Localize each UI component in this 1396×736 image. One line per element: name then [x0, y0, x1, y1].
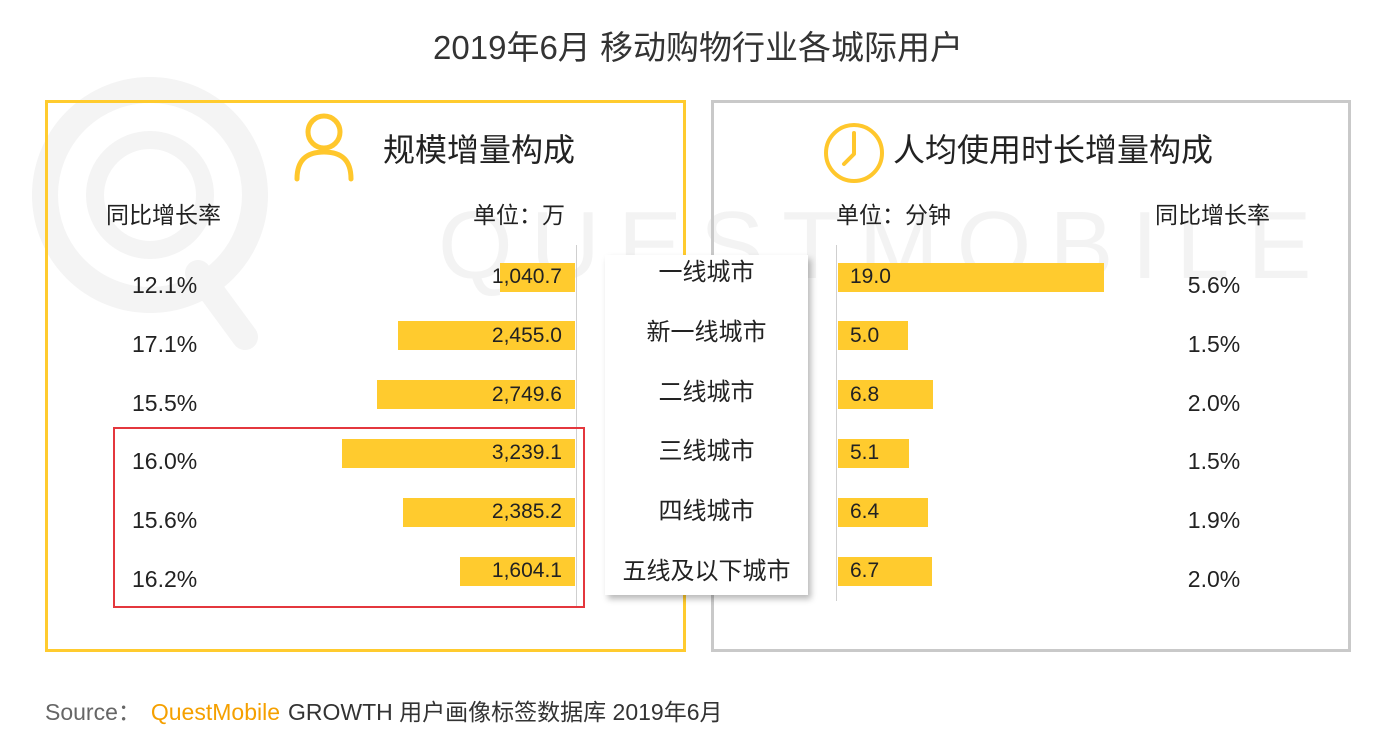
page-title: 2019年6月 移动购物行业各城际用户 [433, 29, 963, 66]
left-bar-value-label: 1,040.7 [491, 265, 562, 288]
right-growth-rate: 1.5% [1187, 448, 1241, 475]
left-bar-value-label: 1,604.1 [491, 559, 562, 582]
category-label: 三线城市 [658, 438, 755, 466]
right-growth-rate: 5.6% [1187, 272, 1241, 298]
source-line: Source： QuestMobile GROWTH 用户画像标签数据库 2019年… [45, 696, 723, 728]
left-growth-rate: 12.1% [132, 272, 198, 298]
right-growth-rate: 2.0% [1187, 389, 1241, 416]
left-bar [342, 438, 575, 468]
right-bar-value-label: 6.8 [850, 382, 880, 406]
left-bar [500, 262, 575, 292]
highlight-box [113, 427, 585, 608]
category-label: 二线城市 [658, 378, 755, 406]
left-growth-rate: 15.6% [132, 507, 198, 534]
left-bar [398, 321, 575, 351]
category-label: 新一线城市 [646, 318, 767, 346]
right-bar [838, 438, 910, 468]
right-panel-heading: 人均使用时长增量构成 [893, 132, 1214, 168]
left-unit-label: 单位：万 [473, 202, 565, 228]
left-panel-heading: 规模增量构成 [383, 132, 576, 168]
category-label: 一线城市 [658, 259, 755, 286]
left-growth-rate: 16.2% [132, 566, 198, 592]
left-bar [377, 380, 575, 410]
right-bar-value-label: 5.0 [850, 323, 880, 347]
category-label: 四线城市 [658, 498, 755, 526]
right-bar [838, 262, 1104, 292]
left-growth-rate: 16.0% [132, 448, 198, 475]
right-bar-value-label: 5.1 [850, 441, 880, 465]
left-bar-value-label: 3,239.1 [491, 441, 562, 465]
right-axis-line [836, 245, 837, 601]
category-card: 一线城市新一线城市二线城市三线城市四线城市五线及以下城市 [605, 255, 808, 595]
right-growth-rate: 1.9% [1187, 507, 1241, 534]
left-bar-value-label: 2,749.6 [491, 382, 562, 406]
person-icon [294, 113, 354, 182]
clock-icon [824, 123, 884, 183]
left-bar [403, 497, 575, 527]
left-bar-value-label: 2,455.0 [491, 323, 562, 347]
right-bar [838, 556, 932, 586]
right-bar-value-label: 6.4 [850, 500, 880, 524]
left-growth-rate: 15.5% [132, 389, 198, 416]
left-growth-rate: 17.1% [132, 330, 198, 357]
right-bar [838, 380, 934, 410]
left-bar-value-label: 2,385.2 [491, 500, 562, 524]
right-growth-header: 同比增长率 [1155, 202, 1270, 228]
right-bar-value-label: 6.7 [850, 559, 880, 582]
source-label: Source： [45, 699, 141, 725]
right-bar [838, 497, 928, 527]
left-bar [459, 556, 575, 586]
source-brand: QuestMobile [150, 699, 280, 725]
category-label: 五线及以下城市 [622, 558, 791, 585]
left-axis-line [576, 245, 577, 606]
right-bar-value-label: 19.0 [850, 265, 891, 288]
right-unit-label: 单位：分钟 [836, 202, 951, 228]
right-growth-rate: 2.0% [1187, 566, 1241, 592]
left-growth-header: 同比增长率 [106, 202, 221, 228]
right-bar [838, 321, 908, 351]
right-growth-rate: 1.5% [1187, 330, 1241, 357]
source-text: GROWTH 用户画像标签数据库 2019年6月 [288, 699, 723, 725]
